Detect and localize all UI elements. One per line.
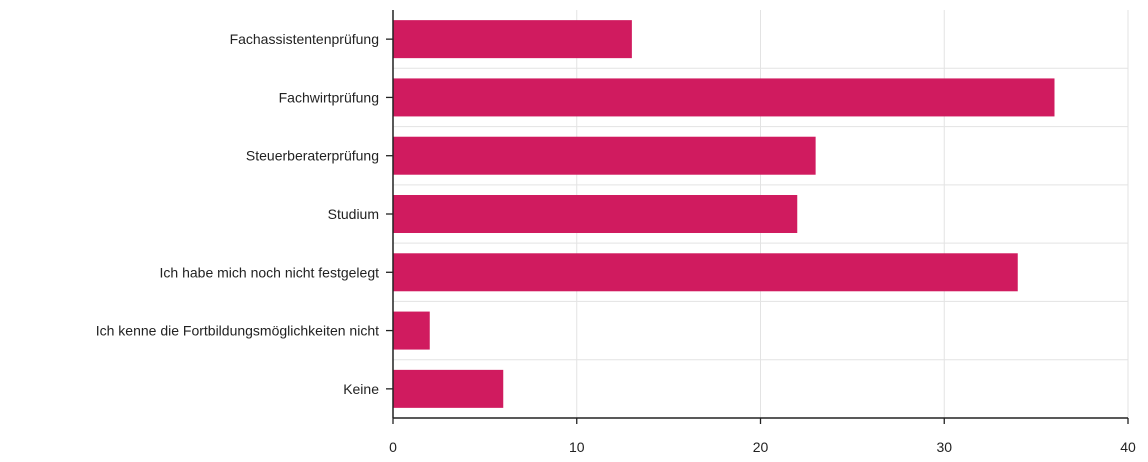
x-tick-label: 0 bbox=[389, 439, 397, 455]
category-label: Steuerberaterprüfung bbox=[246, 148, 379, 164]
x-tick-label: 10 bbox=[569, 439, 585, 455]
bar bbox=[393, 136, 816, 175]
bar bbox=[393, 20, 632, 59]
bar bbox=[393, 78, 1055, 117]
labels-layer: 0 10 20 30 40 Fachassistentenprüfung Fachwirtp… bbox=[96, 31, 1136, 455]
bar bbox=[393, 195, 798, 233]
category-label: Keine bbox=[343, 381, 379, 397]
axis-layer bbox=[386, 10, 1129, 424]
x-tick-label: 20 bbox=[753, 439, 769, 455]
category-label: Fachwirtprüfung bbox=[279, 89, 379, 105]
bar bbox=[393, 253, 1018, 292]
x-tick-label: 30 bbox=[936, 439, 952, 455]
bar bbox=[393, 369, 504, 408]
category-label: Studium bbox=[328, 206, 379, 222]
category-label: Fachassistentenprüfung bbox=[230, 31, 379, 47]
category-label: Ich habe mich noch nicht festgelegt bbox=[160, 264, 380, 280]
category-label: Ich kenne die Fortbildungsmöglichkeiten … bbox=[96, 323, 379, 339]
x-tick-label: 40 bbox=[1120, 439, 1136, 455]
bar bbox=[393, 311, 430, 350]
bars-layer bbox=[393, 20, 1055, 408]
grid-layer bbox=[393, 10, 1129, 418]
